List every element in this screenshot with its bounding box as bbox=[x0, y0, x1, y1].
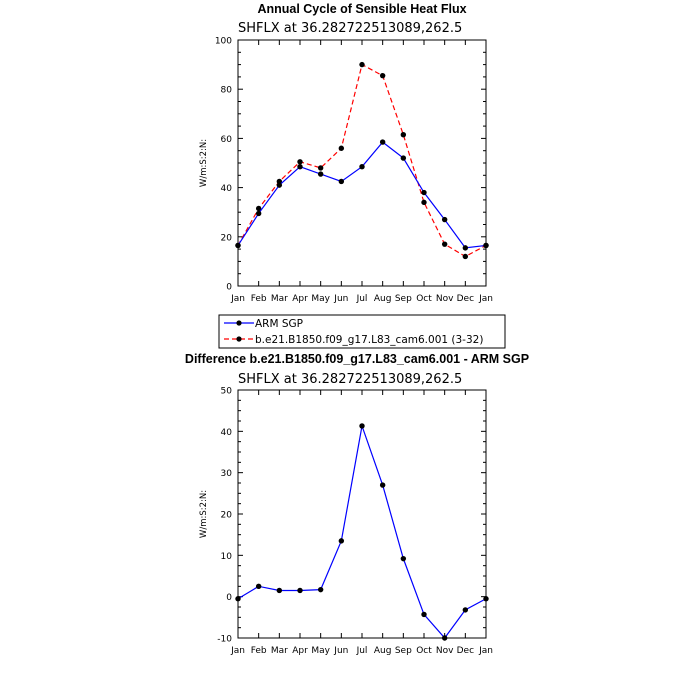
chart2-series-0-point bbox=[297, 587, 303, 594]
chart1-series-1-point bbox=[317, 165, 324, 171]
chart2-series-0-point bbox=[255, 583, 262, 590]
chart1-ytick-label: 60 bbox=[221, 135, 233, 145]
chart2-series-0-point bbox=[400, 555, 407, 562]
chart2-series-0-line bbox=[237, 423, 487, 639]
chart1-xtick-label: Sep bbox=[395, 294, 412, 304]
chart1-xtick-label: Jun bbox=[333, 294, 348, 304]
chart2-series-0-point bbox=[317, 586, 324, 593]
chart2-xtick-label: Dec bbox=[457, 646, 474, 656]
chart1-xtick-label: Aug bbox=[374, 294, 392, 304]
chart2-series-0-point bbox=[359, 423, 365, 429]
chart1-series-1-point bbox=[421, 199, 427, 206]
chart2-xtick-label: Aug bbox=[374, 646, 392, 656]
chart2-ytick-label: 0 bbox=[226, 593, 232, 603]
chart2-xtick-label: Jul bbox=[356, 646, 368, 656]
chart2-title: Difference b.e21.B1850.f09_g17.L83_cam6.… bbox=[185, 352, 529, 366]
chart1-series-0-point bbox=[338, 178, 345, 185]
chart2-ytick-label: 20 bbox=[221, 511, 233, 521]
chart2-series-0-point bbox=[379, 482, 386, 488]
chart1-series-0-point bbox=[235, 242, 241, 249]
chart1-ytick-label: 0 bbox=[226, 283, 232, 293]
chart1-ytick-label: 40 bbox=[221, 184, 233, 194]
chart1-series-1-point bbox=[359, 61, 365, 68]
chart2-xtick-label: Feb bbox=[251, 646, 267, 656]
legend-marker-model bbox=[236, 336, 242, 342]
chart1-series-1-point bbox=[297, 159, 303, 165]
chart1-series-0-point bbox=[359, 163, 365, 170]
chart1-xtick-label: Nov bbox=[436, 294, 454, 304]
chart2-ylabel: W/m:S:2:N: bbox=[199, 490, 209, 538]
chart1-legend: ARM SGP b.e21.B1850.f09_g17.L83_cam6.001… bbox=[218, 314, 506, 349]
chart1-series-0-line bbox=[237, 141, 487, 249]
chart1-xtick-label: Dec bbox=[457, 294, 474, 304]
chart2-xtick-label: Mar bbox=[271, 646, 288, 656]
chart2-series-0-point bbox=[441, 635, 448, 641]
legend-box bbox=[218, 314, 506, 349]
legend-label-model: b.e21.B1850.f09_g17.L83_cam6.001 (3-32) bbox=[255, 334, 483, 346]
chart1-series-1-point bbox=[400, 132, 407, 138]
chart1-ytick-label: 80 bbox=[221, 86, 233, 96]
chart1-series-0-point bbox=[255, 210, 262, 217]
chart1-series-1-point bbox=[255, 205, 262, 212]
chart1-series-0-point bbox=[400, 155, 407, 161]
chart2-ytick-label: 40 bbox=[221, 428, 233, 438]
chart1-subtitle: SHFLX at 36.282722513089,262.5 bbox=[238, 21, 462, 36]
legend-marker-arm bbox=[236, 320, 242, 326]
chart2-xtick-label: Nov bbox=[436, 646, 454, 656]
chart1-xtick-label: May bbox=[311, 294, 330, 304]
chart1-series-0-point bbox=[462, 245, 469, 251]
chart2-ytick-label: 10 bbox=[221, 552, 233, 562]
chart1-series-1-point bbox=[379, 72, 386, 79]
chart1-series-0-point bbox=[379, 139, 386, 145]
chart2-plot: Jan Feb Mar Apr May Jun Jul Aug Sep Oct Nov Dec Jan-… bbox=[217, 387, 493, 657]
chart2-xtick-label: May bbox=[311, 646, 330, 656]
chart1-series-0-point bbox=[276, 182, 283, 188]
chart2-ytick-label: -10 bbox=[217, 635, 232, 645]
chart2-xtick-label: Oct bbox=[416, 646, 432, 656]
chart2-xtick-label: Jan bbox=[230, 646, 245, 656]
chart1-series-1-point bbox=[338, 145, 345, 151]
chart1-xtick-label: Mar bbox=[271, 294, 288, 304]
chart2-series-0-point bbox=[235, 596, 241, 602]
chart1-series-0-point bbox=[421, 189, 427, 196]
chart2-subtitle: SHFLX at 36.282722513089,262.5 bbox=[238, 372, 462, 387]
legend-label-arm: ARM SGP bbox=[255, 318, 303, 330]
chart2-series-0-point bbox=[421, 611, 427, 618]
chart2-series-0-point bbox=[483, 596, 489, 602]
chart1-series-1-point bbox=[462, 253, 469, 260]
chart1-xtick-label: Apr bbox=[292, 294, 308, 304]
chart1-xtick-label: Feb bbox=[251, 294, 267, 304]
chart1-xtick-label: Jul bbox=[356, 294, 368, 304]
chart1-frame bbox=[237, 39, 487, 287]
chart1-series-0-point bbox=[483, 242, 489, 249]
chart1-series-1-point bbox=[441, 241, 448, 247]
chart1-plot: Jan Feb Mar Apr May Jun Jul Aug Sep Oct Nov Dec Jan0… bbox=[215, 37, 493, 305]
chart1-ytick-label: 20 bbox=[221, 233, 233, 243]
chart2-xtick-label: Jun bbox=[333, 646, 348, 656]
chart1-series-0-point bbox=[441, 216, 448, 223]
chart2-xtick-label: Jan bbox=[478, 646, 493, 656]
chart2-series-0-point bbox=[462, 607, 469, 613]
chart1-ylabel: W/m:S:2:N: bbox=[199, 139, 209, 187]
chart2-xtick-label: Sep bbox=[395, 646, 412, 656]
chart1-ytick-label: 100 bbox=[215, 37, 232, 47]
chart1-series-0-point bbox=[317, 171, 324, 177]
chart1-xtick-label: Jan bbox=[230, 294, 245, 304]
chart1-series-1-point bbox=[276, 178, 283, 185]
chart2-series-0-point bbox=[338, 538, 345, 544]
chart1-series-0-point bbox=[297, 163, 303, 170]
chart1-xtick-label: Oct bbox=[416, 294, 432, 304]
chart2-ytick-label: 50 bbox=[221, 387, 233, 397]
chart2-xtick-label: Apr bbox=[292, 646, 308, 656]
chart2-ytick-label: 30 bbox=[221, 469, 233, 479]
chart1-title: Annual Cycle of Sensible Heat Flux bbox=[257, 2, 466, 16]
chart1-xtick-label: Jan bbox=[478, 294, 493, 304]
chart1-series-1-line bbox=[237, 63, 487, 258]
chart2-series-0-point bbox=[276, 587, 283, 594]
